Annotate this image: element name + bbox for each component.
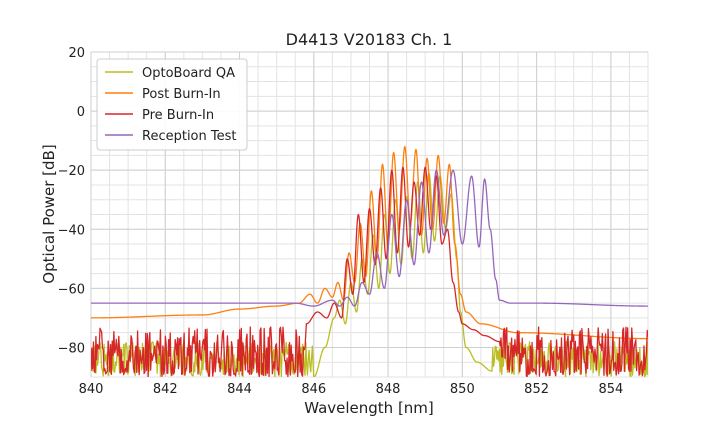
x-tick-label: 854: [598, 382, 623, 397]
y-tick-label: −20: [58, 164, 85, 179]
series-group: [91, 145, 648, 377]
series-line-pre-burn-in: [91, 166, 648, 377]
x-tick-label: 842: [153, 382, 178, 397]
y-axis-label: Optical Power [dB]: [40, 144, 58, 283]
x-axis-label: Wavelength [nm]: [304, 399, 434, 417]
x-tick-label: 840: [79, 382, 104, 397]
legend-label: OptoBoard QA: [142, 66, 235, 81]
x-tick-label: 844: [227, 382, 252, 397]
legend: OptoBoard QA Post Burn-In Pre Burn-In Recep…: [96, 58, 248, 151]
x-tick-label: 850: [450, 382, 475, 397]
series-line-reception-test: [91, 169, 648, 307]
legend-label: Reception Test: [142, 129, 236, 144]
x-tick-label: 848: [376, 382, 401, 397]
x-tick-label: 852: [524, 382, 549, 397]
legend-label: Post Burn-In: [142, 87, 221, 102]
y-tick-label: −60: [58, 282, 85, 297]
y-tick-label: −80: [58, 341, 85, 356]
y-tick-label: 0: [77, 105, 85, 120]
chart-title: D4413 V20183 Ch. 1: [286, 30, 453, 49]
legend-box: [96, 58, 248, 151]
y-tick-label: 20: [68, 46, 85, 61]
legend-label: Pre Burn-In: [142, 108, 214, 123]
y-tick-label: −40: [58, 223, 85, 238]
ticks: 840 842 844 846 848 850 852 854 20 0 −20 −40 −60 −80: [58, 46, 624, 397]
x-tick-label: 846: [301, 382, 326, 397]
series-line-post-burn-in: [91, 145, 648, 340]
